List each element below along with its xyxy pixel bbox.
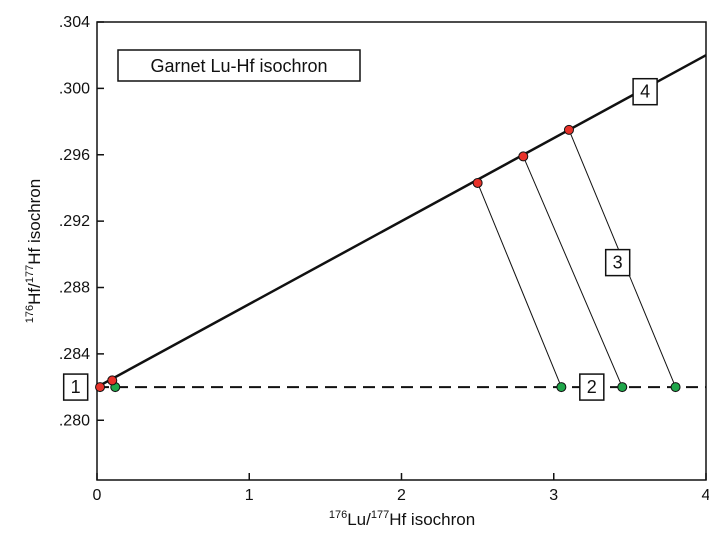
- x-tick-label: 3: [549, 487, 558, 504]
- annotation-4: 4: [632, 77, 658, 106]
- chart-title: Garnet Lu-Hf isochron: [150, 56, 327, 76]
- annotation-1: 1: [62, 373, 89, 401]
- decay-connector: [522, 156, 623, 388]
- garnet-point: [563, 124, 574, 135]
- x-axis-title: 176Lu/177Hf isochron: [329, 509, 475, 529]
- x-tick-label: 0: [93, 487, 102, 504]
- annotation-box: [579, 373, 605, 401]
- initial-point: [617, 382, 628, 393]
- y-tick-label: .292: [59, 213, 90, 230]
- data-points: [95, 124, 681, 393]
- y-tick-label: .280: [59, 412, 90, 429]
- initial-point: [556, 382, 567, 393]
- annotation-label: 2: [587, 377, 597, 397]
- chart-title-box: Garnet Lu-Hf isochron: [117, 49, 361, 82]
- y-tick-label: .304: [59, 14, 90, 31]
- y-axis-title: 176Hf/177Hf isochron: [24, 179, 44, 323]
- annotation-box: [604, 248, 631, 277]
- y-tick-label: .288: [59, 280, 90, 297]
- garnet-point: [107, 375, 118, 386]
- annotation-label: 4: [640, 82, 650, 102]
- decay-connector: [477, 182, 562, 388]
- annotation-boxes: 1 2 3 4: [62, 77, 658, 401]
- initial-point: [670, 382, 681, 393]
- annotation-label: 1: [71, 377, 81, 397]
- annotation-box: [62, 373, 89, 401]
- annotation-label: 3: [613, 253, 623, 273]
- x-tick-label: 2: [397, 487, 406, 504]
- decay-connectors: [477, 129, 677, 388]
- annotation-2: 2: [579, 373, 605, 401]
- garnet-point: [518, 151, 529, 162]
- annotation-3: 3: [604, 248, 631, 277]
- y-tick-label: .300: [59, 80, 90, 97]
- y-tick-label: .296: [59, 147, 90, 164]
- garnet-point: [95, 382, 106, 393]
- garnet-point: [472, 177, 483, 188]
- x-tick-label: 1: [245, 487, 254, 504]
- y-tick-label: .284: [59, 346, 90, 363]
- annotation-box: [632, 77, 658, 106]
- isochron-line: [96, 54, 707, 389]
- axis-ticks: 0 1 2 3 4 .280 .284 .288 .292 .296 .300 .304: [59, 14, 709, 504]
- x-tick-label: 4: [702, 487, 709, 504]
